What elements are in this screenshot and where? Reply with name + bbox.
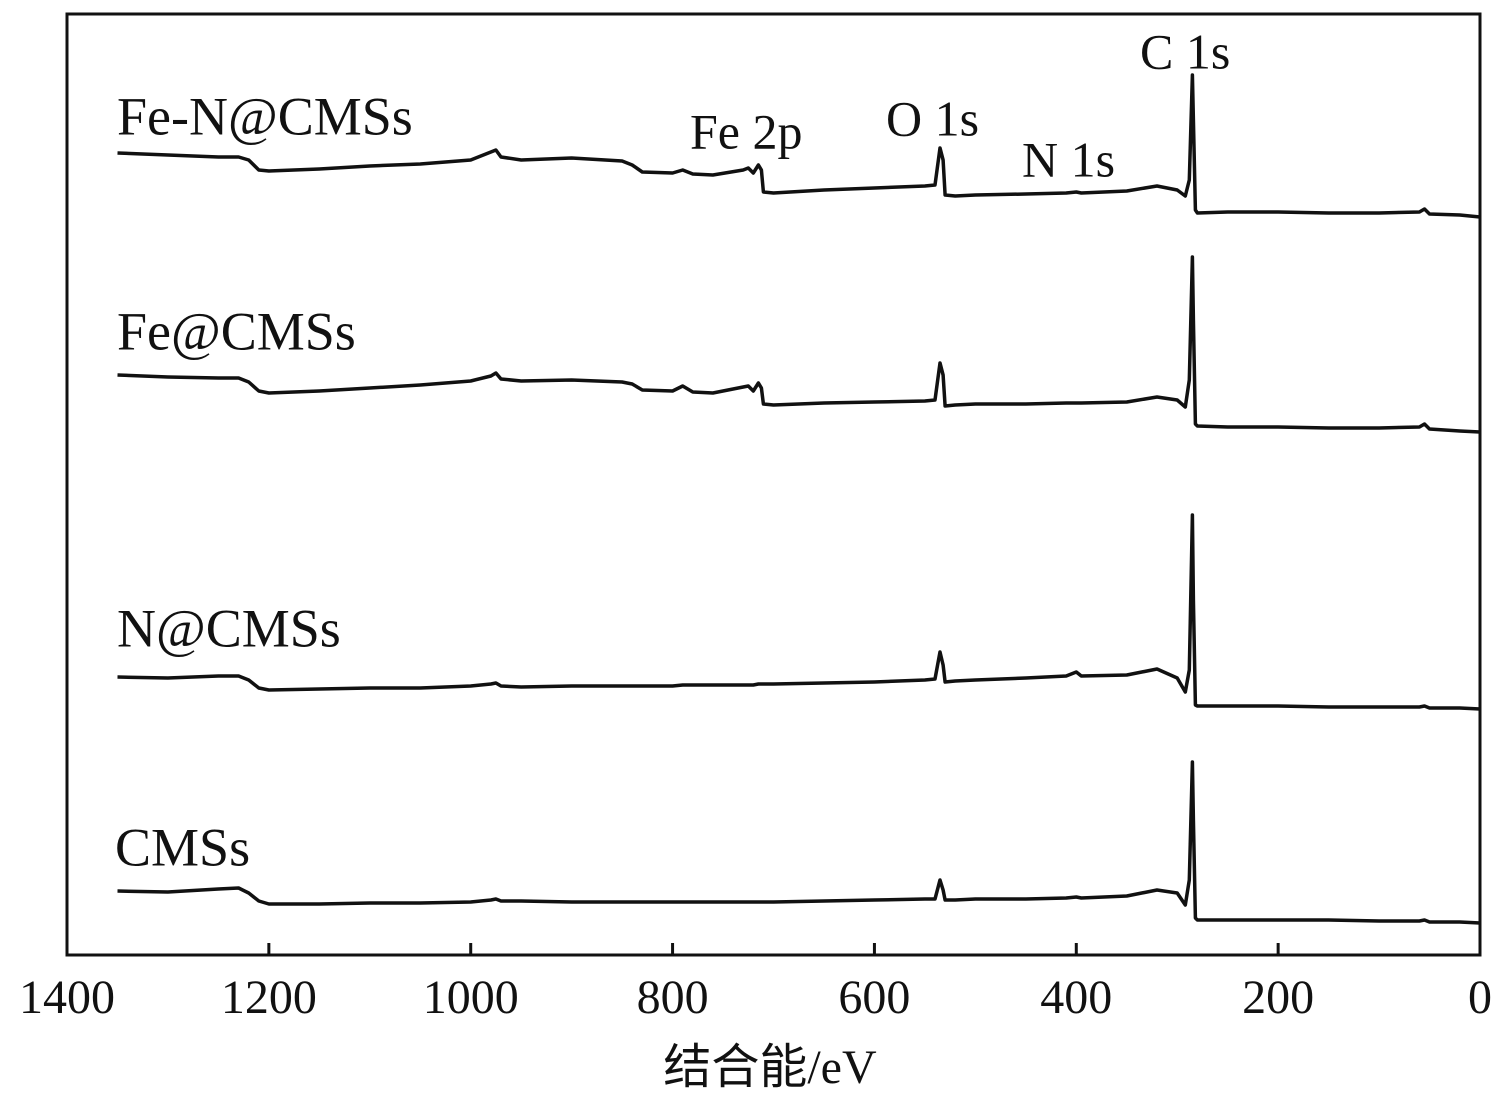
spectrum-line bbox=[117, 73, 1481, 219]
plot-frame bbox=[65, 12, 1482, 957]
spectrum-line bbox=[117, 760, 1481, 925]
spectrum-line bbox=[117, 255, 1481, 434]
x-axis-label: 结合能/eV bbox=[663, 1041, 877, 1094]
x-tick-label: 800 bbox=[637, 971, 709, 1024]
series-label: Fe-N@CMSs bbox=[117, 86, 413, 146]
x-tick-label: 1400 bbox=[19, 971, 115, 1024]
series-label: N@CMSs bbox=[117, 598, 341, 658]
spectrum-line bbox=[117, 513, 1481, 711]
peak-annotation: O 1s bbox=[886, 90, 979, 146]
series-label: Fe@CMSs bbox=[117, 301, 356, 361]
x-tick-label: 1000 bbox=[423, 971, 519, 1024]
peak-annotation: C 1s bbox=[1140, 23, 1230, 79]
x-tick-label: 1200 bbox=[221, 971, 317, 1024]
x-tick-label: 0 bbox=[1468, 971, 1492, 1024]
x-tick-label: 600 bbox=[838, 971, 910, 1024]
x-tick-label: 400 bbox=[1040, 971, 1112, 1024]
x-tick-label: 200 bbox=[1242, 971, 1314, 1024]
peak-annotation: Fe 2p bbox=[690, 103, 803, 159]
series-label: CMSs bbox=[115, 817, 250, 877]
peak-annotation: N 1s bbox=[1022, 131, 1115, 187]
